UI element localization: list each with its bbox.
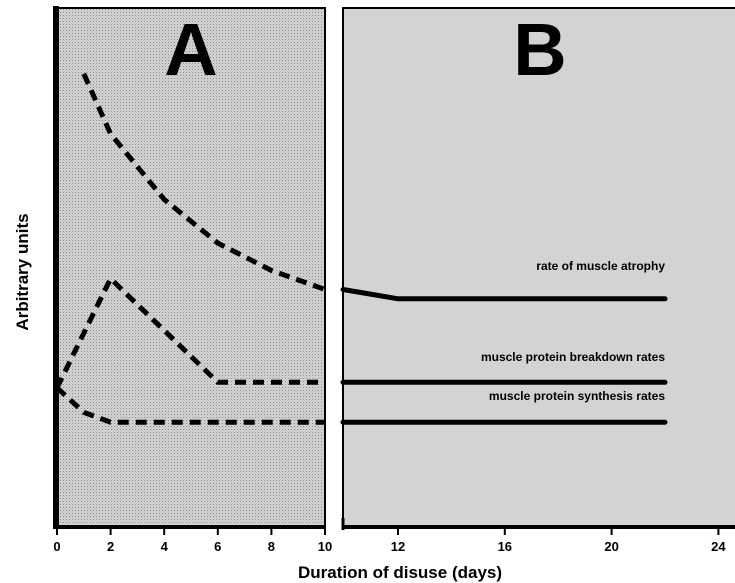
x-ticks: 0 2 4 6 8 10 12 16 20 24 (53, 527, 726, 554)
series-1-panel-a-line (54, 274, 325, 389)
x-tick-label: 4 (161, 539, 169, 554)
x-axis-title: Duration of disuse (days) (298, 563, 502, 582)
x-tick-label: 0 (53, 539, 60, 554)
x-tick-label: 8 (268, 539, 275, 554)
panel-a-label: A (164, 8, 217, 91)
series-0-panel-b-line (340, 287, 668, 302)
x-tick-label: 6 (214, 539, 221, 554)
x-tick-label: 10 (318, 539, 332, 554)
series-0-panel-a-line (81, 72, 326, 292)
x-tick-label: 16 (498, 539, 512, 554)
series-2-panel-a-line (55, 385, 325, 425)
series-layer (54, 72, 668, 425)
x-tick-label: 20 (604, 539, 618, 554)
series-label-synthesis: muscle protein synthesis rates (489, 389, 665, 403)
x-tick-label: 24 (711, 539, 726, 554)
panel-a-background (56, 7, 326, 527)
x-tick-label: 2 (107, 539, 114, 554)
panel-b-background (342, 7, 735, 527)
y-axis-title: Arbitrary units (13, 213, 32, 330)
x-tick-label: 12 (391, 539, 405, 554)
series-label-breakdown: muscle protein breakdown rates (481, 350, 665, 364)
series-label-atrophy: rate of muscle atrophy (536, 259, 665, 273)
panel-b-label: B (513, 8, 566, 91)
